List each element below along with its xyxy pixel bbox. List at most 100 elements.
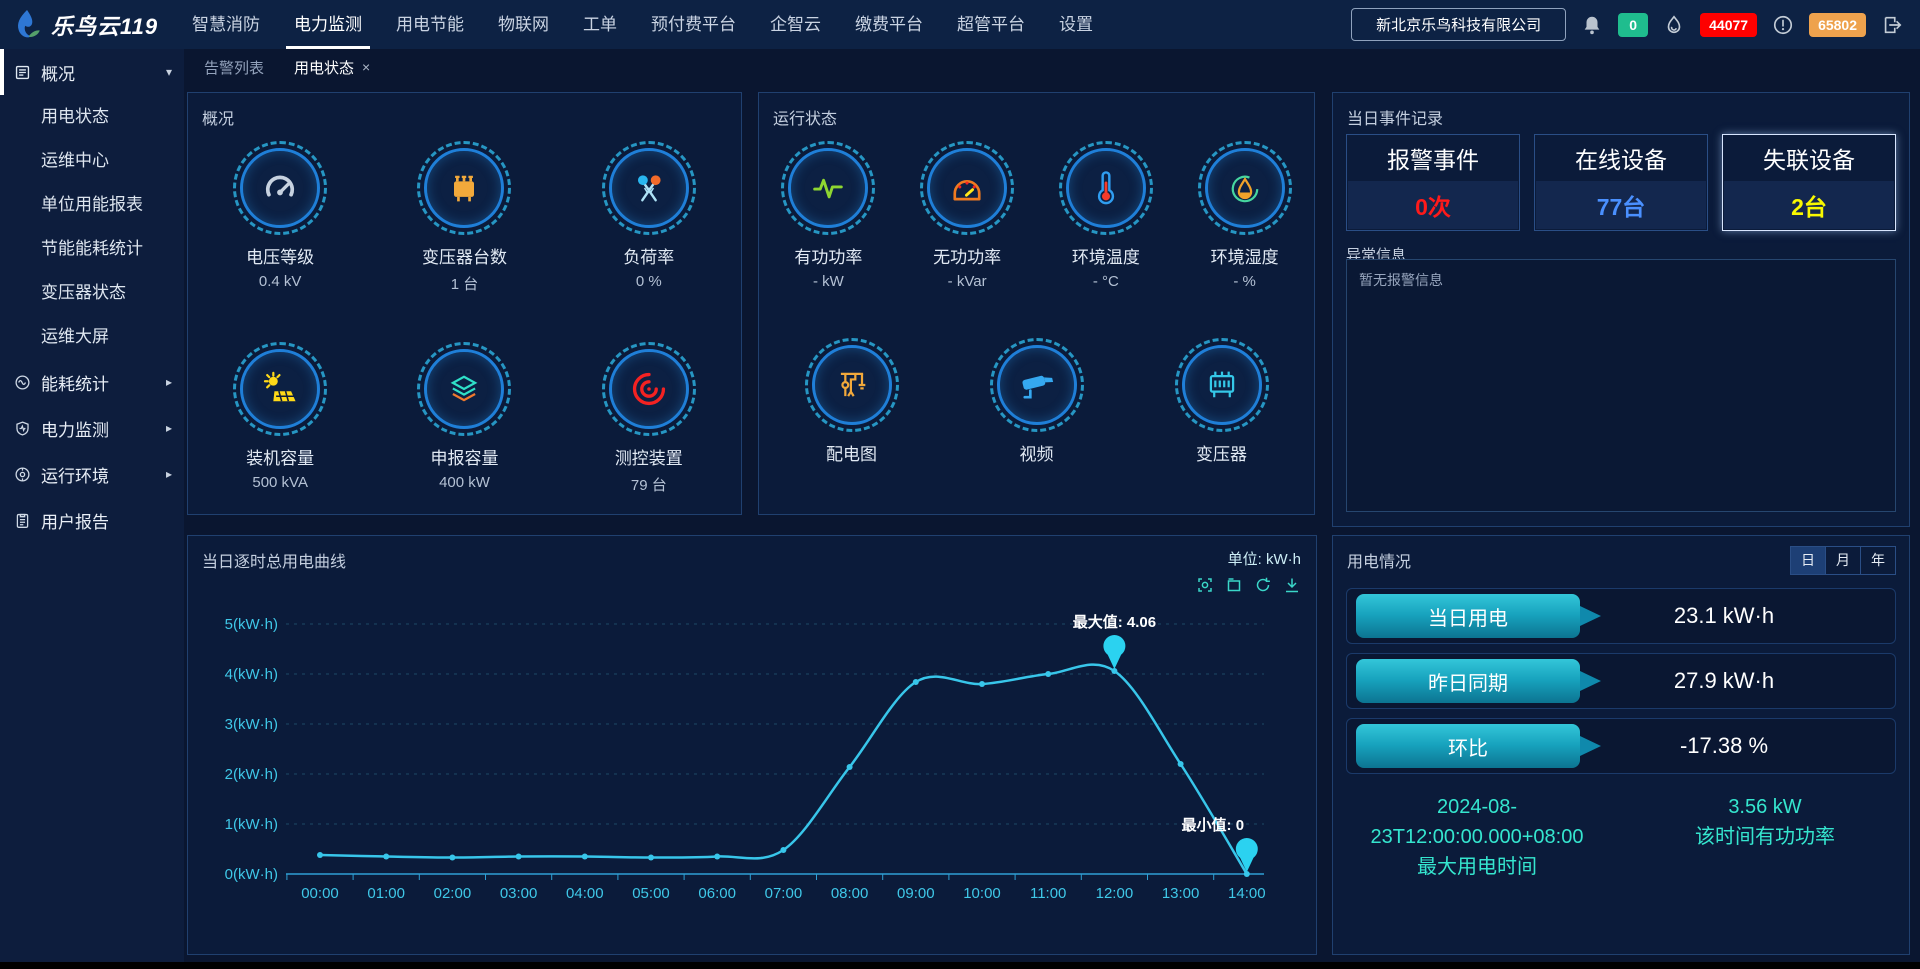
- panel-title: 概况: [202, 111, 235, 128]
- nav-item-电力监测[interactable]: 电力监测: [286, 0, 370, 49]
- event-stat-失联设备[interactable]: 失联设备 2台: [1722, 134, 1896, 231]
- usage-row-当日用电: 当日用电 23.1 kW·h: [1346, 588, 1896, 644]
- sidebar-item-单位用能报表[interactable]: 单位用能报表: [41, 195, 143, 214]
- exclamation-icon[interactable]: [1771, 13, 1795, 37]
- sidebar-group-能耗统计[interactable]: 能耗统计 ▸: [0, 359, 184, 405]
- nav-item-预付费平台[interactable]: 预付费平台: [651, 15, 736, 34]
- usage-row-昨日同期: 昨日同期 27.9 kW·h: [1346, 653, 1896, 709]
- svg-text:03:00: 03:00: [500, 885, 538, 902]
- sidebar-item-运维中心[interactable]: 运维中心: [41, 151, 109, 170]
- stat-card-变压器[interactable]: 变压器: [1129, 336, 1314, 465]
- nav-item-用电节能[interactable]: 用电节能: [396, 15, 464, 34]
- chart-title: 当日逐时总用电曲线: [202, 554, 347, 571]
- nav-item-企智云[interactable]: 企智云: [770, 15, 821, 34]
- nav-item-设置[interactable]: 设置: [1059, 15, 1093, 34]
- company-selector[interactable]: 新北京乐鸟科技有限公司: [1351, 8, 1567, 41]
- nav-menu: 智慧消防 电力监测 用电节能 物联网 工单 预付费平台 企智云 缴费平台 超管平台 设置: [192, 0, 1093, 49]
- event-stats: 报警事件 0次 在线设备 77台 失联设备 2台: [1333, 134, 1909, 231]
- period-button-年[interactable]: 年: [1861, 546, 1896, 575]
- logo-flame-icon: [12, 8, 42, 42]
- sidebar-group-label: 能耗统计: [41, 374, 109, 394]
- stat-card-环境湿度: 环境湿度 - %: [1175, 139, 1314, 290]
- svg-text:10:00: 10:00: [963, 885, 1001, 902]
- stat-card-value: - kVar: [947, 273, 987, 290]
- panel-usage-summary: 用电情况 日月年 当日用电 23.1 kW·h 昨日同期 27.9 kW·h 环比 -17…: [1332, 535, 1910, 955]
- tab-bar: 告警列表 用电状态 ×: [184, 49, 1920, 85]
- svg-text:02:00: 02:00: [434, 885, 472, 902]
- camera-icon: [989, 338, 1084, 432]
- sidebar-group-概况[interactable]: 概况 ▾: [0, 49, 184, 95]
- svg-text:06:00: 06:00: [698, 885, 736, 902]
- stat-card-label: 配电图: [826, 445, 877, 464]
- chart-toolbar: [1196, 576, 1301, 594]
- sidebar-item-节能能耗统计[interactable]: 节能能耗统计: [41, 239, 143, 258]
- warn-count-badge[interactable]: 65802: [1809, 12, 1866, 37]
- panel-title: 运行状态: [773, 111, 838, 128]
- logout-icon[interactable]: [1880, 13, 1904, 37]
- svg-text:05:00: 05:00: [632, 885, 670, 902]
- usage-row-label: 当日用电: [1356, 594, 1580, 638]
- flame-icon[interactable]: [1662, 13, 1686, 37]
- bottom-black-strip: [0, 962, 1920, 969]
- energy-stats-icon: [14, 374, 31, 391]
- stat-card-value: - kW: [812, 273, 844, 290]
- nav-item-缴费平台[interactable]: 缴费平台: [855, 15, 923, 34]
- stat-card-配电图[interactable]: 配电图: [759, 336, 944, 465]
- stat-card-电压等级: 电压等级 0.4 kV: [188, 139, 372, 294]
- event-stat-在线设备[interactable]: 在线设备 77台: [1534, 134, 1708, 231]
- zoom-icon[interactable]: [1196, 576, 1214, 594]
- download-icon[interactable]: [1283, 576, 1301, 594]
- event-stat-title: 在线设备: [1575, 147, 1667, 173]
- restore-icon[interactable]: [1225, 576, 1243, 594]
- refresh-icon[interactable]: [1254, 576, 1272, 594]
- event-stat-value: 77台: [1536, 181, 1706, 229]
- stat-card-测控装置: 测控装置 79 台: [557, 340, 741, 495]
- gauge-icon: [233, 141, 328, 235]
- panel-runtime-status: 运行状态 有功功率 - kW 无功功率 - kVar 环境温度 - °C 环境湿度 - % 配…: [758, 92, 1315, 515]
- environment-icon: [14, 466, 31, 483]
- caret-right-icon: ▸: [165, 467, 172, 481]
- alarm-count-badge[interactable]: 44077: [1700, 12, 1758, 37]
- nav-item-智慧消防[interactable]: 智慧消防: [192, 15, 260, 34]
- tab-用电状态[interactable]: 用电状态 ×: [294, 57, 370, 78]
- stat-card-value: - °C: [1092, 273, 1119, 290]
- period-button-日[interactable]: 日: [1790, 546, 1826, 575]
- overview-icon: [14, 64, 31, 81]
- sidebar-item-用电状态[interactable]: 用电状态: [41, 107, 109, 126]
- max-time-value: 2024-08-23T12:00:00.000+08:00: [1370, 796, 1584, 848]
- sidebar-group-电力监测[interactable]: 电力监测 ▸: [0, 405, 184, 451]
- caret-down-icon: ▾: [165, 65, 172, 79]
- tab-告警列表[interactable]: 告警列表: [204, 57, 264, 78]
- period-button-月[interactable]: 月: [1826, 546, 1861, 575]
- svg-text:最大值: 4.06: 最大值: 4.06: [1073, 613, 1156, 631]
- stat-card-value: 0.4 kV: [258, 273, 302, 290]
- bell-count-badge[interactable]: 0: [1618, 12, 1649, 37]
- panel-overview: 概况 电压等级 0.4 kV 变压器台数 1 台 负荷率 0 % 装机容量 500 kVA 申…: [187, 92, 742, 515]
- panel-daily-events: 当日事件记录 报警事件 0次 在线设备 77台 失联设备 2台 异常信息 暂无报警信息: [1332, 92, 1910, 527]
- stat-card-label: 有功功率: [794, 248, 863, 267]
- sidebar-group-label: 概况: [41, 64, 75, 84]
- sidebar-group-运行环境[interactable]: 运行环境 ▸: [0, 451, 184, 497]
- sidebar-group-label: 电力监测: [41, 420, 109, 440]
- close-icon[interactable]: ×: [362, 59, 371, 75]
- nav-item-超管平台[interactable]: 超管平台: [957, 15, 1025, 34]
- stat-card-value: 0 %: [635, 273, 662, 290]
- stat-card-label: 装机容量: [246, 449, 315, 468]
- stat-card-视频[interactable]: 视频: [944, 336, 1129, 465]
- usage-row-环比: 环比 -17.38 %: [1346, 718, 1896, 774]
- bell-icon[interactable]: [1580, 13, 1604, 37]
- transformer2-icon: [1174, 338, 1269, 432]
- svg-text:04:00: 04:00: [566, 885, 604, 902]
- usage-row-value: 23.1 kW·h: [1673, 603, 1775, 628]
- sidebar: 概况 ▾ 用电状态 运维中心 单位用能报表 节能能耗统计 变压器状态 运维大屏 能耗统计 ▸ 电力监…: [0, 49, 184, 969]
- nav-item-工单[interactable]: 工单: [583, 15, 617, 34]
- sidebar-group-用户报告[interactable]: 用户报告: [0, 497, 184, 543]
- event-stat-报警事件[interactable]: 报警事件 0次: [1346, 134, 1520, 231]
- svg-text:00:00: 00:00: [301, 885, 339, 902]
- stat-card-label: 申报容量: [430, 449, 499, 468]
- sidebar-item-变压器状态[interactable]: 变压器状态: [41, 283, 126, 302]
- sidebar-item-运维大屏[interactable]: 运维大屏: [41, 327, 109, 346]
- nav-item-物联网[interactable]: 物联网: [498, 15, 549, 34]
- panel-title: 当日事件记录: [1347, 111, 1444, 128]
- line-chart[interactable]: 0(kW·h) 1(kW·h) 2(kW·h) 3(kW·h) 4(kW·h) 5(kW·…: [196, 602, 1309, 941]
